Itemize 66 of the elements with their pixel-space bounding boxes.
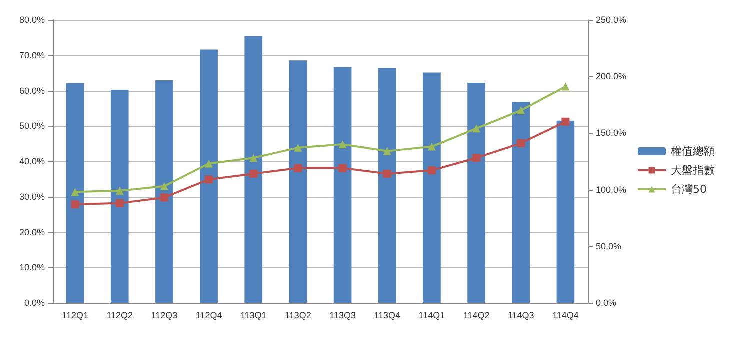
point: [205, 176, 214, 184]
point: [250, 154, 258, 162]
point: [250, 170, 258, 178]
point: [205, 160, 214, 168]
x-tick-label: 112Q4: [196, 310, 222, 320]
x-tick-label: 114Q2: [463, 310, 490, 320]
bar: [66, 83, 84, 303]
y2-tick-label: 0.0%: [596, 298, 617, 308]
x-tick-label: 113Q3: [330, 310, 356, 320]
bar: [378, 68, 396, 303]
y-tick-label: 40.0%: [19, 156, 45, 166]
point: [472, 154, 481, 162]
x-tick-label: 112Q3: [151, 310, 178, 320]
x-tick-label: 113Q2: [285, 310, 312, 320]
bar: [156, 80, 174, 303]
x-tick-label: 114Q1: [418, 310, 446, 320]
x-tick-label: 112Q1: [62, 310, 88, 320]
point: [338, 164, 347, 172]
point: [428, 142, 436, 151]
point: [383, 147, 392, 156]
point: [71, 200, 80, 209]
point: [116, 186, 124, 195]
legend-label: 權值總額: [671, 145, 715, 158]
point: [294, 144, 302, 152]
bar: [244, 36, 263, 303]
point: [71, 188, 80, 196]
point: [562, 82, 570, 91]
legend-label: 台灣50: [671, 183, 707, 196]
bar: [512, 102, 530, 303]
point: [383, 170, 392, 178]
y-tick-label: 60.0%: [19, 86, 45, 96]
bar: [200, 50, 218, 303]
y2-tick-label: 250.0%: [596, 15, 627, 25]
y-tick-label: 0.0%: [24, 298, 45, 308]
x-tick-label: 114Q3: [508, 310, 534, 320]
x-tick-label: 114Q4: [552, 310, 579, 320]
point: [160, 182, 168, 190]
point: [562, 118, 570, 126]
y-tick-label: 30.0%: [19, 192, 45, 202]
y-tick-label: 50.0%: [19, 121, 45, 132]
y2-tick-label: 150.0%: [596, 128, 627, 138]
point: [160, 194, 168, 202]
y2-tick-label: 100.0%: [596, 184, 627, 195]
y-tick-label: 20.0%: [19, 227, 45, 238]
point: [116, 199, 124, 208]
bar: [423, 72, 441, 303]
bar: [110, 90, 129, 303]
y-tick-label: 70.0%: [19, 50, 45, 60]
y-tick-label: 80.0%: [19, 15, 45, 25]
y2-tick-label: 50.0%: [596, 241, 622, 252]
bar: [468, 82, 486, 303]
point: [294, 164, 302, 172]
point: [517, 106, 526, 115]
point: [472, 124, 481, 133]
point: [428, 166, 436, 175]
x-tick-label: 113Q1: [240, 310, 267, 320]
point: [338, 140, 347, 149]
x-tick-label: 113Q4: [374, 310, 401, 320]
bar: [556, 120, 575, 303]
bar: [289, 60, 308, 303]
y-tick-label: 10.0%: [19, 262, 45, 273]
x-tick-label: 112Q2: [106, 310, 134, 320]
legend-label: 大盤指數: [671, 164, 715, 177]
bar: [334, 67, 352, 303]
point: [517, 139, 526, 148]
y2-tick-label: 200.0%: [596, 72, 627, 82]
